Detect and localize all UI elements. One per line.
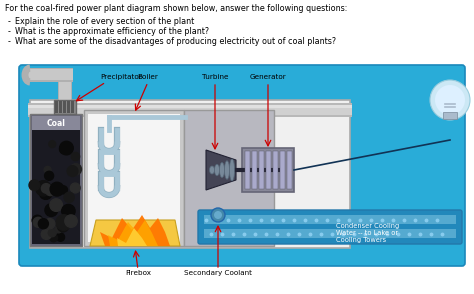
Text: Condenser Cooling
Water -- to Lake or
Cooling Towers: Condenser Cooling Water -- to Lake or Co… [336, 223, 399, 243]
Circle shape [45, 171, 54, 180]
Ellipse shape [215, 164, 219, 176]
Bar [59, 101, 62, 113]
Bar [266, 151, 271, 189]
Bar [30, 100, 350, 248]
Circle shape [56, 233, 64, 241]
Ellipse shape [210, 166, 215, 174]
Text: Explain the role of every section of the plant: Explain the role of every section of the… [15, 17, 194, 26]
Bar [28, 105, 352, 108]
Circle shape [430, 80, 470, 120]
Bar [28, 103, 352, 117]
Polygon shape [117, 228, 147, 246]
Circle shape [57, 220, 69, 232]
Bar [287, 151, 292, 189]
Text: What are some of the disadvantages of producing electricity out of coal plants?: What are some of the disadvantages of pr… [15, 37, 336, 46]
Circle shape [45, 218, 55, 229]
Circle shape [67, 166, 78, 176]
Bar [84, 110, 184, 246]
Text: Boiler: Boiler [137, 74, 158, 80]
Bar [28, 105, 352, 115]
Bar [67, 101, 70, 113]
Circle shape [50, 199, 63, 211]
Bar [280, 151, 285, 189]
Ellipse shape [229, 159, 235, 181]
Bar [245, 151, 250, 189]
Circle shape [38, 219, 48, 229]
Bar [184, 110, 274, 246]
Text: Generator: Generator [250, 74, 286, 80]
Bar [58, 68, 72, 108]
Bar [63, 101, 66, 113]
Circle shape [32, 215, 43, 225]
Bar [55, 101, 58, 113]
Bar [71, 101, 74, 113]
Circle shape [70, 183, 80, 193]
Bar [204, 215, 456, 224]
Ellipse shape [219, 163, 225, 178]
Text: Coal: Coal [46, 118, 65, 128]
Circle shape [211, 208, 225, 222]
Text: Turbine: Turbine [202, 74, 228, 80]
Bar [259, 151, 264, 189]
Bar [54, 100, 76, 114]
Circle shape [64, 192, 74, 203]
Circle shape [60, 145, 69, 154]
Circle shape [49, 141, 56, 148]
Bar [88, 114, 180, 242]
Text: Precipitator: Precipitator [100, 74, 142, 80]
Bar [273, 151, 278, 189]
Polygon shape [100, 215, 170, 246]
Bar [204, 229, 456, 238]
Bar [32, 130, 80, 244]
Circle shape [45, 204, 58, 216]
Text: What is the approximate efficiency of the plant?: What is the approximate efficiency of th… [15, 27, 209, 36]
Text: For the coal-fired power plant diagram shown below, answer the following questio: For the coal-fired power plant diagram s… [5, 4, 347, 13]
Bar [443, 112, 457, 119]
Text: Secondary Coolant: Secondary Coolant [184, 270, 252, 276]
Text: -: - [8, 27, 11, 36]
Text: -: - [8, 17, 11, 26]
Text: Firebox: Firebox [125, 270, 151, 276]
Circle shape [48, 229, 56, 237]
Circle shape [214, 211, 222, 219]
Polygon shape [90, 220, 180, 246]
FancyBboxPatch shape [19, 65, 465, 266]
Circle shape [46, 186, 55, 196]
Ellipse shape [225, 161, 229, 179]
Circle shape [33, 217, 43, 227]
FancyBboxPatch shape [198, 210, 462, 244]
Bar [28, 69, 73, 80]
Circle shape [59, 186, 67, 194]
Circle shape [39, 187, 52, 199]
Circle shape [71, 152, 80, 161]
Circle shape [55, 225, 62, 233]
Circle shape [29, 180, 40, 191]
Bar [28, 68, 73, 82]
Circle shape [56, 215, 72, 230]
Circle shape [50, 182, 64, 196]
Circle shape [62, 204, 75, 218]
Bar [32, 116, 80, 130]
Circle shape [41, 229, 52, 239]
Polygon shape [108, 220, 158, 246]
Circle shape [36, 181, 51, 196]
Polygon shape [206, 150, 236, 190]
Circle shape [435, 85, 465, 115]
Bar [59, 68, 71, 106]
Circle shape [50, 234, 57, 242]
Circle shape [60, 141, 73, 155]
Bar [30, 114, 82, 246]
Circle shape [65, 215, 77, 227]
Circle shape [44, 166, 51, 173]
Bar [242, 148, 294, 192]
Circle shape [70, 164, 82, 175]
Circle shape [41, 184, 51, 193]
Text: -: - [8, 37, 11, 46]
Bar [252, 151, 257, 189]
